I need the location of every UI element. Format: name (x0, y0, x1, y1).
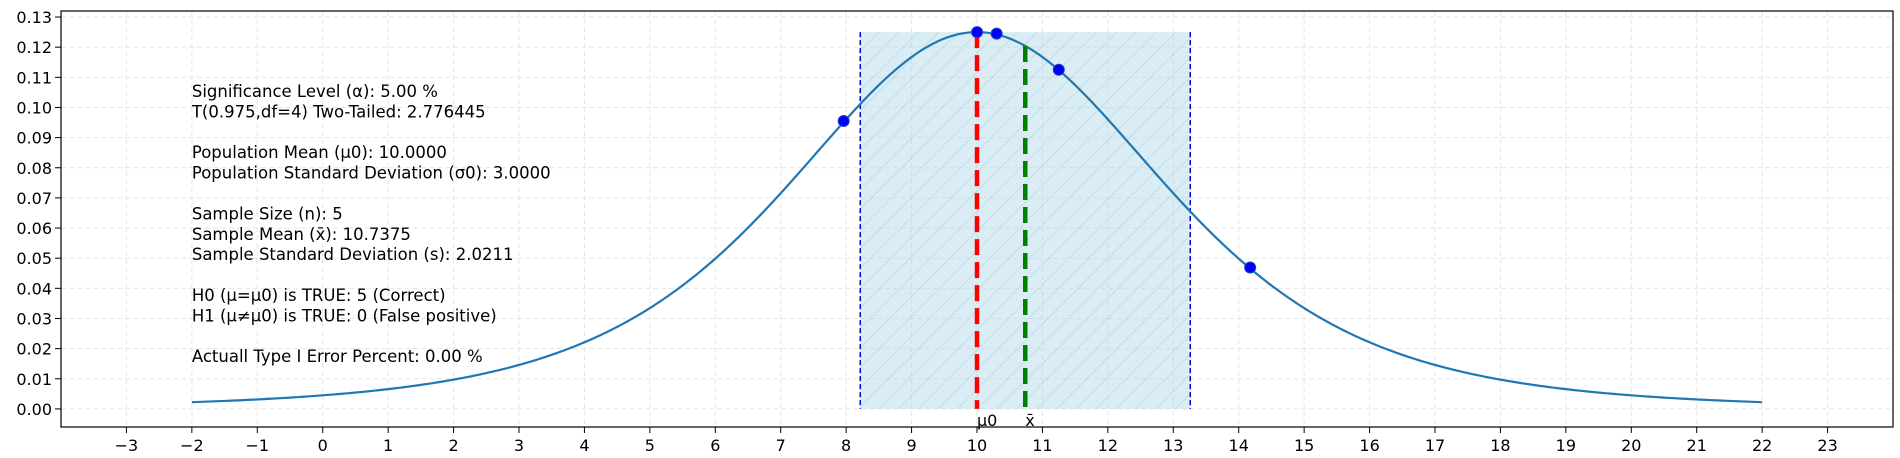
x-tick-label: −1 (245, 436, 269, 455)
y-tick-label: 0.02 (16, 340, 52, 359)
info-line: Population Mean (μ0): 10.0000 (192, 143, 447, 162)
info-line: Sample Mean (x̄): 10.7375 (192, 225, 411, 244)
x-tick-label: −2 (180, 436, 204, 455)
x-tick-label: 15 (1294, 436, 1314, 455)
x-tick-label: −3 (115, 436, 139, 455)
x-tick-label: 23 (1817, 436, 1837, 455)
y-tick-label: 0.01 (16, 370, 52, 389)
x-tick-label: 21 (1687, 436, 1707, 455)
reference-lines: μ0 x̄ (974, 32, 1035, 430)
info-line: T(0.975,df=4) Two-Tailed: 2.776445 (191, 102, 486, 121)
x-tick-label: 11 (1032, 436, 1052, 455)
y-tick-label: 0.11 (16, 68, 52, 87)
y-tick-label: 0.04 (16, 279, 52, 298)
y-tick-label: 0.03 (16, 309, 52, 328)
x-tick-label: 12 (1098, 436, 1118, 455)
y-tick-label: 0.07 (16, 189, 52, 208)
x-tick-label: 7 (776, 436, 786, 455)
axes: −3 −2 −1 0 1 2 3 4 5 6 7 8 9 10 11 12 13 14 15 16 17 18 19 20 21… (16, 8, 1894, 455)
info-line: Population Standard Deviation (σ0): 3.00… (192, 164, 551, 183)
x-tick-label: 8 (841, 436, 851, 455)
info-text-block: Significance Level (α): 5.00 %T(0.975,df… (191, 82, 551, 366)
mu0-label: μ0 (977, 411, 997, 430)
y-tick-label: 0.05 (16, 249, 52, 268)
x-tick-label: 10 (967, 436, 987, 455)
y-tick-label: 0.09 (16, 129, 52, 148)
y-tick-label: 0.08 (16, 159, 52, 178)
x-tick-label: 5 (645, 436, 655, 455)
y-tick-label: 0.10 (16, 98, 52, 117)
sample-point (990, 27, 1003, 40)
y-tick-label: 0.06 (16, 219, 52, 238)
x-tick-label: 6 (710, 436, 720, 455)
info-line: H1 (μ≠μ0) is TRUE: 0 (False positive) (192, 306, 497, 325)
sample-mean-label: x̄ (1025, 411, 1034, 430)
info-line: Sample Standard Deviation (s): 2.0211 (192, 245, 514, 264)
x-tick-label: 1 (383, 436, 393, 455)
x-tick-label: 3 (514, 436, 524, 455)
x-tick-label: 4 (579, 436, 589, 455)
x-tick-label: 9 (906, 436, 916, 455)
x-tick-label: 13 (1163, 436, 1183, 455)
x-tick-label: 19 (1556, 436, 1576, 455)
x-tick-label: 2 (448, 436, 458, 455)
sample-point (837, 115, 850, 128)
sample-points (837, 26, 1257, 274)
info-line: Actuall Type I Error Percent: 0.00 % (192, 347, 483, 366)
info-line: Significance Level (α): 5.00 % (192, 82, 438, 101)
x-tick-label: 20 (1621, 436, 1641, 455)
y-tick-label: 0.12 (16, 38, 52, 57)
info-line: H0 (μ=μ0) is TRUE: 5 (Correct) (192, 286, 446, 305)
x-tick-label: 14 (1229, 436, 1249, 455)
sample-point (1052, 63, 1065, 76)
y-tick-label: 0.13 (16, 8, 52, 27)
x-tick-label: 17 (1425, 436, 1445, 455)
info-line: Sample Size (n): 5 (192, 204, 343, 223)
x-tick-label: 16 (1359, 436, 1379, 455)
sample-point (971, 26, 984, 39)
x-tick-label: 0 (318, 436, 328, 455)
y-tick-label: 0.00 (16, 400, 52, 419)
x-tick-label: 18 (1490, 436, 1510, 455)
x-tick-label: 22 (1752, 436, 1772, 455)
sample-point (1244, 261, 1257, 274)
